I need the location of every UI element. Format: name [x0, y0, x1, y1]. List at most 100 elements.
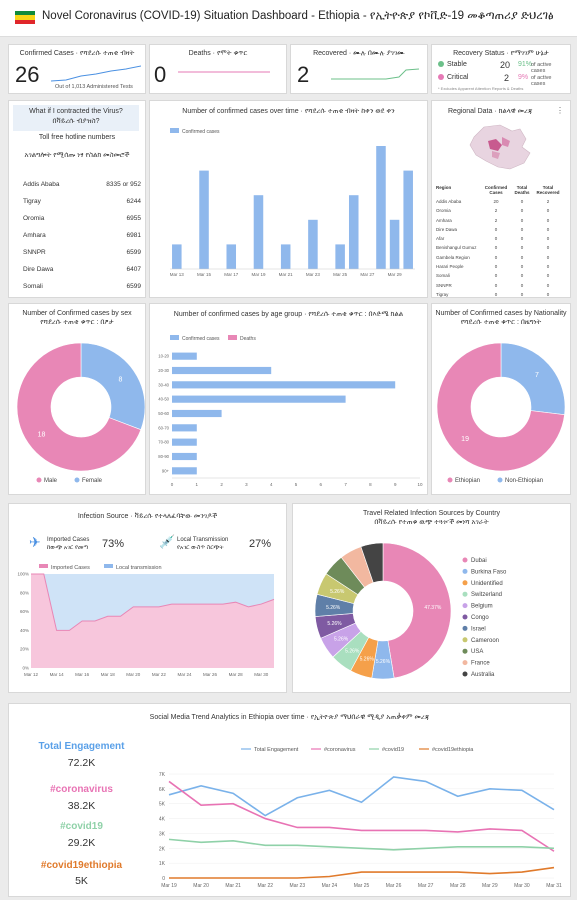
- regional-column-header[interactable]: Total Deaths: [514, 185, 530, 195]
- ethiopia-map[interactable]: [462, 117, 542, 177]
- y-tick-label: 100%: [17, 572, 29, 577]
- donut-slice: [360, 542, 384, 584]
- x-tick-label: 10: [417, 482, 423, 487]
- hotline-subtitle: Toll free hotline numbers: [38, 134, 116, 141]
- nationality-title-en: Number of Confirmed cases by Nationality: [435, 310, 567, 317]
- legend-label: France: [471, 661, 490, 667]
- regional-cell: 0: [520, 245, 524, 251]
- status-row-critical: Critical 2 9% of active cases: [438, 73, 566, 87]
- regional-column-header[interactable]: Region: [436, 185, 452, 190]
- nationality-chart-card: Number of Confirmed cases by Nationality…: [431, 303, 571, 495]
- x-tick-label: 7: [344, 482, 347, 487]
- legend-label: Israel: [471, 626, 486, 632]
- hotline-number[interactable]: 6955: [126, 215, 141, 222]
- bar: [172, 244, 182, 269]
- dashboard-header: Novel Coronavirus (COVID-19) Situation D…: [0, 0, 577, 37]
- hotline-number[interactable]: 6407: [126, 266, 141, 273]
- y-tick-label: 30-40: [158, 382, 169, 387]
- regional-cell: 0: [546, 282, 550, 288]
- covid19ethiopia-label: #covid19ethiopia: [40, 860, 123, 871]
- confirmed-note: Out of 1,013 Administered Tests: [55, 84, 133, 90]
- regional-cell: 0: [546, 226, 550, 232]
- legend-label: Switzerland: [471, 592, 502, 598]
- x-tick-label: Mar 15: [197, 272, 212, 277]
- sex-chart-card: Number of Confirmed cases by sex የሻደረሱ ተጠ…: [8, 303, 146, 495]
- y-tick-label: 50-60: [158, 411, 169, 416]
- confirmed-sparkline: [51, 65, 141, 82]
- hotline-region: Somali: [23, 283, 43, 290]
- x-tick-label: Mar 19: [251, 272, 266, 277]
- legend-label: Belgium: [471, 604, 493, 610]
- y-tick-label: 40-50: [158, 397, 169, 402]
- nationality-title-am: የሻደረሱ ተጠቂ ቁጥር : በዜግነት: [460, 319, 542, 326]
- legend-label: Deaths: [240, 336, 256, 342]
- total-engagement-label: Total Engagement: [38, 741, 125, 752]
- deaths-kpi-card: Deaths · የሞት ቁጥር 0: [149, 44, 287, 94]
- confirmed-value: 26: [15, 62, 40, 87]
- sex-title-am: የሻደረሱ ተጠቂ ቁጥር : በፆታ: [40, 319, 114, 326]
- travel-title-en: Travel Related Infection Sources by Coun…: [362, 510, 501, 517]
- regional-row: SNNPR 0 0 0: [436, 283, 566, 292]
- imported-area: [31, 574, 274, 668]
- legend-dot-icon: [462, 671, 468, 677]
- y-tick-label: 80%: [20, 590, 29, 595]
- deaths-label: Deaths · የሞት ቁጥር: [188, 50, 248, 57]
- sex-title-en: Number of Confirmed cases by sex: [22, 310, 132, 317]
- hotline-number[interactable]: 6599: [126, 249, 141, 256]
- donut-slice: [80, 342, 145, 431]
- regional-column-header[interactable]: Confirmed Cases: [484, 185, 508, 195]
- bar: [172, 424, 197, 432]
- more-options-icon[interactable]: ⋮: [556, 106, 564, 115]
- x-tick-label: Mar 19: [161, 883, 177, 889]
- regional-cell: SNNPR: [436, 282, 452, 288]
- hotline-region: Dire Dawa: [23, 266, 54, 273]
- regional-cell: 0: [520, 217, 524, 223]
- hotline-card: What if I contracted the Virus? በቫይረሱ ብያ…: [8, 100, 146, 298]
- bar: [172, 366, 272, 375]
- hotline-number[interactable]: 6981: [126, 232, 141, 239]
- sex-chart-title: Number of Confirmed cases by sex የሻደረሱ ተጠ…: [9, 309, 145, 327]
- legend-label: Confirmed cases: [182, 336, 220, 342]
- y-tick-label: 60-70: [158, 425, 169, 430]
- daily-cases-title: Number of confirmed cases over time · የሻ…: [182, 108, 395, 115]
- regional-cell: 0: [546, 208, 550, 214]
- regional-cell: 0: [494, 245, 498, 251]
- y-tick-label: 20%: [20, 647, 29, 652]
- regional-cell: 0: [520, 199, 524, 204]
- y-tick-label: 7K: [159, 772, 166, 778]
- legend-swatch: [39, 564, 48, 568]
- slice-label: 47.37%: [424, 605, 442, 611]
- x-tick-label: Mar 28: [450, 883, 466, 889]
- y-tick-label: 80-90: [158, 454, 169, 459]
- hotline-number[interactable]: 6599: [126, 283, 141, 290]
- imported-label-am: ከውጭ አገር የመጣ: [47, 545, 89, 551]
- x-tick-label: Mar 16: [75, 672, 90, 677]
- coronavirus-label: #coronavirus: [50, 784, 113, 795]
- deaths-sparkline: [178, 71, 270, 73]
- total-engagement-value: 72.2K: [67, 757, 96, 769]
- regional-cell: 0: [520, 264, 524, 270]
- legend-label: Congo: [471, 615, 489, 621]
- status-label: Recovery Status · የማገገም ሁኔታ: [453, 50, 549, 57]
- y-tick-label: 0: [162, 876, 165, 882]
- ethiopia-flag-icon: [15, 11, 35, 24]
- x-tick-label: Mar 12: [24, 672, 39, 677]
- regional-cell: 0: [546, 217, 550, 223]
- regional-column-header[interactable]: Total Recovered: [536, 185, 560, 195]
- regional-cell: 0: [494, 236, 498, 242]
- legend-label: Imported Cases: [51, 565, 90, 571]
- regional-cell: Addis Ababa: [436, 199, 462, 204]
- regional-cell: Afar: [436, 236, 445, 242]
- hotline-number[interactable]: 6244: [126, 198, 141, 205]
- slice-label: 5.26%: [376, 659, 391, 665]
- regional-cell: 0: [494, 291, 498, 297]
- regional-title: Regional Data · ክልላዊ መረጃ: [448, 108, 533, 115]
- social-title: Social Media Trend Analytics in Ethiopia…: [149, 714, 430, 721]
- stable-count: 20: [500, 60, 511, 70]
- hotline-number[interactable]: 8335 or 952: [106, 181, 141, 188]
- deaths-value: 0: [154, 62, 167, 87]
- hotline-region: Amhara: [23, 232, 46, 239]
- regional-cell: 2: [494, 208, 498, 214]
- page-title: Novel Coronavirus (COVID-19) Situation D…: [42, 10, 554, 22]
- legend-dot-icon: [462, 648, 468, 654]
